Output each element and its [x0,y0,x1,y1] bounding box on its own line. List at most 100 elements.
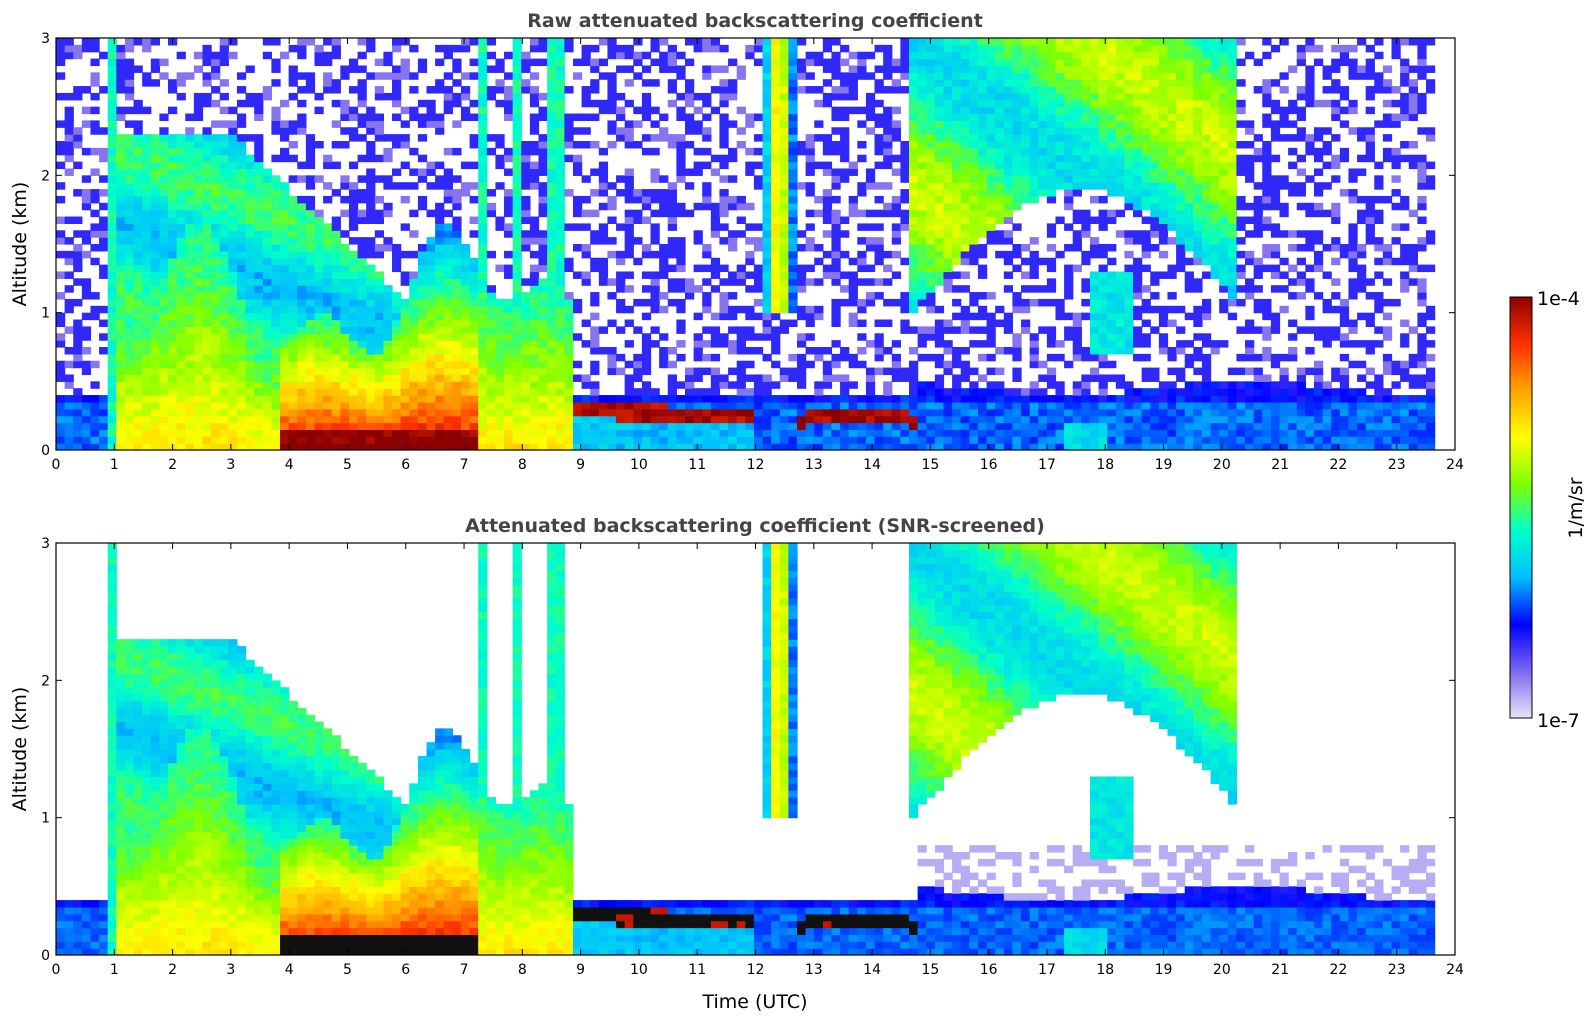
heatmap-cell [572,113,583,121]
heatmap-cell [1046,141,1057,149]
heatmap-cell [529,305,540,314]
heatmap-cell [667,360,677,369]
heatmap-cell [529,127,540,135]
heatmap-cell [900,422,910,430]
heatmap-cell [486,381,497,389]
heatmap-cell [900,44,910,53]
heatmap-cell [90,92,100,101]
heatmap-cell [159,202,169,211]
heatmap-cell [314,367,324,376]
heatmap-cell [400,415,410,424]
heatmap-cell [969,298,979,307]
heatmap-cell [1038,38,1048,46]
heatmap-cell [176,408,186,417]
heatmap-cell [598,257,609,266]
heatmap-cell [917,237,927,245]
heatmap-cell [348,319,359,327]
heatmap-cell [598,223,609,231]
heatmap-cell [641,51,652,60]
heatmap-cell [374,443,385,450]
heatmap-cell [840,436,850,444]
heatmap-cell [297,415,307,424]
heatmap-cell [788,422,798,430]
heatmap-cell [1029,106,1039,115]
heatmap-cell [555,99,565,108]
heatmap-cell [340,250,350,259]
heatmap-cell [1003,271,1014,279]
heatmap-cell [797,264,807,273]
heatmap-cell [926,250,936,259]
heatmap-cell [262,408,273,417]
heatmap-cell [943,388,953,396]
heatmap-cell [840,401,850,410]
heatmap-cell [116,278,126,286]
heatmap-cell [1029,298,1039,307]
heatmap-cell [538,298,548,307]
heatmap-cell [56,319,66,327]
heatmap-cell [943,422,953,430]
heatmap-cell [426,401,436,410]
heatmap-cell [736,408,746,417]
heatmap-cell [288,360,298,369]
heatmap-cell [435,120,445,128]
heatmap-cell [917,209,927,218]
heatmap-cell [202,422,212,430]
heatmap-cell [288,264,298,273]
heatmap-cell [616,429,626,437]
heatmap-cell [90,195,100,204]
heatmap-cell [693,38,703,46]
heatmap-cell [193,374,204,382]
heatmap-cell [262,312,273,321]
heatmap-cell [831,168,841,176]
heatmap-cell [297,312,307,321]
heatmap-cell [581,319,591,327]
heatmap-cell [348,353,359,362]
heatmap-cell [254,278,264,286]
heatmap-cell [840,147,850,156]
heatmap-cell [116,285,126,293]
heatmap-cell [788,195,798,204]
heatmap-cell [1038,44,1048,53]
heatmap-cell [116,244,126,252]
heatmap-cell [280,333,290,341]
heatmap-cell [865,182,876,190]
heatmap-cell [81,230,92,238]
heatmap-cell [469,292,479,300]
heatmap-cell [107,51,117,60]
heatmap-cell [366,429,376,437]
heatmap-cell [952,353,962,362]
heatmap-cell [848,436,858,444]
heatmap-cell [486,443,497,450]
heatmap-cell [1029,44,1039,53]
heatmap-cell [486,250,497,259]
heatmap-cell [1064,72,1074,80]
heatmap-cell [417,120,428,128]
heatmap-cell [788,353,798,362]
heatmap-cell [909,271,919,279]
heatmap-cell [538,408,548,417]
heatmap-cell [366,168,376,176]
heatmap-cell [555,120,565,128]
heatmap-cell [348,264,359,273]
heatmap-cell [383,175,393,183]
heatmap-cell [348,113,359,121]
heatmap-cell [435,415,445,424]
heatmap-cell [822,189,833,197]
heatmap-cell [805,154,815,163]
heatmap-cell [865,237,876,245]
heatmap-cell [547,79,557,87]
heatmap-cell [883,367,893,376]
heatmap-cell [478,244,488,252]
heatmap-cell [624,388,634,396]
heatmap-cell [771,44,781,53]
heatmap-cell [934,141,945,149]
heatmap-cell [202,285,212,293]
heatmap-cell [771,360,781,369]
heatmap-cell [176,278,186,286]
heatmap-cell [107,312,117,321]
heatmap-cell [254,175,264,183]
heatmap-cell [297,401,307,410]
heatmap-cell [797,305,807,314]
heatmap-cell [305,353,316,362]
heatmap-cell [995,65,1005,73]
